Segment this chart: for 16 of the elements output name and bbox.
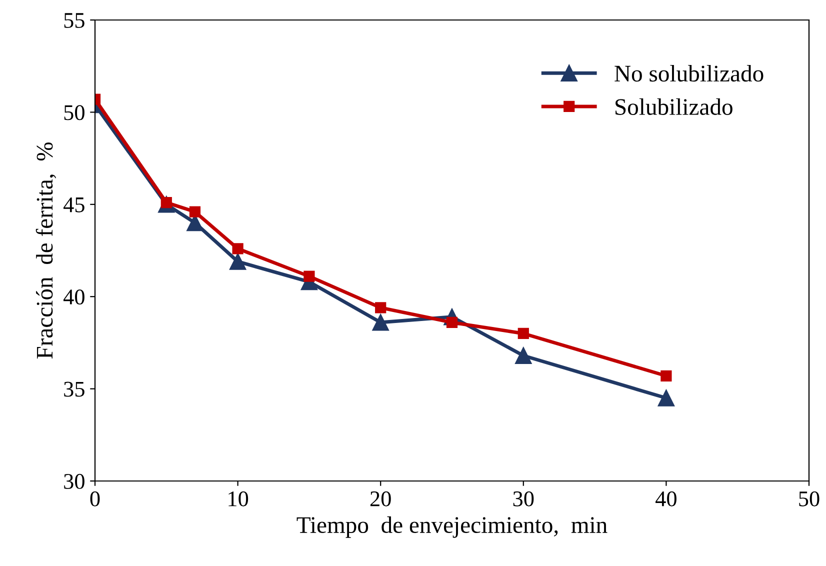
x-axis-title: Tiempo de envejecimiento, min <box>296 516 608 538</box>
y-tick-label: 30 <box>64 474 84 489</box>
x-tick-label: 0 <box>90 491 100 506</box>
x-tick-label: 30 <box>513 491 534 506</box>
y-tick-label: 50 <box>64 105 84 120</box>
y-tick-label: 35 <box>64 382 84 397</box>
y-tick-label: 40 <box>63 290 84 305</box>
x-tick-label: 10 <box>228 491 248 506</box>
legend-label: Solubilizado <box>616 98 732 115</box>
legend-label: No solubilizado <box>614 65 764 82</box>
y-tick-label: 45 <box>63 197 84 212</box>
x-tick-label: 20 <box>370 491 391 506</box>
x-tick-label: 40 <box>656 491 676 506</box>
x-tick-label: 50 <box>799 491 820 506</box>
y-tick-label: 55 <box>64 13 84 28</box>
y-axis-title: Fracción de ferrita, % <box>36 142 56 359</box>
